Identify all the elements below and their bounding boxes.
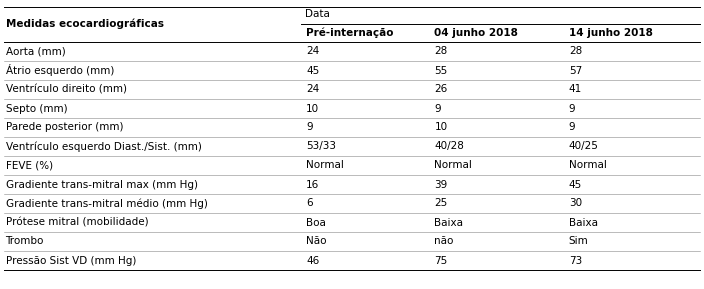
Text: 26: 26 [434, 84, 448, 95]
Text: Septo (mm): Septo (mm) [6, 103, 67, 114]
Text: Átrio esquerdo (mm): Átrio esquerdo (mm) [6, 64, 114, 77]
Text: 28: 28 [569, 47, 582, 57]
Text: Medidas ecocardiográficas: Medidas ecocardiográficas [6, 19, 163, 29]
Text: 75: 75 [434, 255, 448, 266]
Text: Baixa: Baixa [434, 218, 463, 227]
Text: Gradiente trans-mitral max (mm Hg): Gradiente trans-mitral max (mm Hg) [6, 179, 198, 190]
Text: não: não [434, 236, 454, 247]
Text: Normal: Normal [434, 160, 472, 171]
Text: 24: 24 [306, 47, 320, 57]
Text: 04 junho 2018: 04 junho 2018 [434, 28, 518, 38]
Text: Não: Não [306, 236, 327, 247]
Text: 9: 9 [569, 103, 575, 114]
Text: 57: 57 [569, 66, 582, 75]
Text: 25: 25 [434, 199, 448, 208]
Text: 10: 10 [434, 123, 448, 132]
Text: Normal: Normal [306, 160, 344, 171]
Text: 24: 24 [306, 84, 320, 95]
Text: Baixa: Baixa [569, 218, 598, 227]
Text: 10: 10 [306, 103, 320, 114]
Text: 46: 46 [306, 255, 320, 266]
Text: 9: 9 [434, 103, 441, 114]
Text: 6: 6 [306, 199, 313, 208]
Text: 55: 55 [434, 66, 448, 75]
Text: Prótese mitral (mobilidade): Prótese mitral (mobilidade) [6, 218, 148, 227]
Text: Ventrículo esquerdo Diast./Sist. (mm): Ventrículo esquerdo Diast./Sist. (mm) [6, 141, 201, 152]
Text: Parede posterior (mm): Parede posterior (mm) [6, 123, 123, 132]
Text: 9: 9 [306, 123, 313, 132]
Text: 40/28: 40/28 [434, 142, 464, 151]
Text: Normal: Normal [569, 160, 607, 171]
Text: Gradiente trans-mitral médio (mm Hg): Gradiente trans-mitral médio (mm Hg) [6, 198, 208, 209]
Text: 45: 45 [569, 179, 582, 190]
Text: Trombo: Trombo [6, 236, 44, 247]
Text: 73: 73 [569, 255, 582, 266]
Text: Pré-internação: Pré-internação [306, 28, 394, 38]
Text: Aorta (mm): Aorta (mm) [6, 47, 65, 57]
Text: 14 junho 2018: 14 junho 2018 [569, 28, 653, 38]
Text: Pressão Sist VD (mm Hg): Pressão Sist VD (mm Hg) [6, 255, 136, 266]
Text: 30: 30 [569, 199, 582, 208]
Text: 16: 16 [306, 179, 320, 190]
Text: Ventrículo direito (mm): Ventrículo direito (mm) [6, 84, 127, 95]
Text: Boa: Boa [306, 218, 326, 227]
Text: 41: 41 [569, 84, 582, 95]
Text: 53/33: 53/33 [306, 142, 337, 151]
Text: FEVE (%): FEVE (%) [6, 160, 53, 171]
Text: Data: Data [306, 9, 330, 19]
Text: 40/25: 40/25 [569, 142, 598, 151]
Text: 45: 45 [306, 66, 320, 75]
Text: Sim: Sim [569, 236, 589, 247]
Text: 39: 39 [434, 179, 448, 190]
Text: 9: 9 [569, 123, 575, 132]
Text: 28: 28 [434, 47, 448, 57]
